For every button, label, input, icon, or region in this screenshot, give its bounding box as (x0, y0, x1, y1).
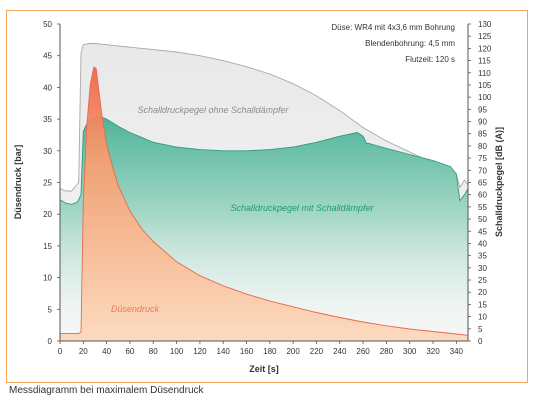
y-right-tick-label: 20 (478, 288, 487, 297)
y-right-tick-label: 5 (478, 325, 483, 334)
y-right-tick-label: 60 (478, 191, 487, 200)
x-tick-label: 40 (102, 347, 111, 356)
y-right-tick-label: 90 (478, 118, 487, 127)
x-tick-label: 80 (149, 347, 158, 356)
info-line-flood-time: Flutzeit: 120 s (405, 55, 455, 64)
x-tick-label: 220 (310, 347, 324, 356)
y-right-tick-label: 125 (478, 32, 492, 41)
y-right-tick-label: 85 (478, 130, 487, 139)
x-tick-label: 160 (240, 347, 254, 356)
y-left-tick-label: 10 (43, 274, 52, 283)
y-left-tick-label: 30 (43, 147, 52, 156)
y-left-tick-label: 50 (43, 20, 52, 29)
y-right-tick-label: 75 (478, 154, 487, 163)
y-left-tick-label: 25 (43, 179, 52, 188)
y-right-tick-label: 50 (478, 215, 487, 224)
y-left-tick-label: 45 (43, 52, 52, 61)
y-right-axis-label: Schalldruckpegel [dB (A)] (494, 127, 504, 237)
x-tick-label: 240 (333, 347, 347, 356)
y-right-tick-label: 40 (478, 239, 487, 248)
info-line-orifice: Blendenbohrung: 4,5 mm (365, 39, 455, 48)
y-right-tick-label: 110 (478, 69, 491, 78)
x-tick-label: 100 (170, 347, 184, 356)
series-line-with-silencer (59, 116, 469, 205)
x-tick-label: 60 (125, 347, 134, 356)
series-label-without-silencer: Schalldruckpegel ohne Schalldämpfer (137, 105, 289, 115)
series-area-nozzle-pressure (60, 67, 468, 341)
y-right-tick-label: 80 (478, 142, 487, 151)
y-right-tick-label: 30 (478, 264, 487, 273)
x-tick-label: 280 (380, 347, 394, 356)
y-right-tick-label: 25 (478, 276, 487, 285)
series-line-nozzle-pressure (60, 66, 469, 336)
chart-frame (6, 10, 528, 383)
x-tick-label: 0 (58, 347, 63, 356)
x-tick-label: 20 (79, 347, 88, 356)
x-axis-label: Zeit [s] (249, 364, 279, 374)
x-tick-label: 120 (193, 347, 207, 356)
y-right-tick-label: 130 (478, 20, 492, 29)
y-right-tick-label: 105 (478, 81, 492, 90)
chart-caption: Messdiagramm bei maximalem Düsendruck (9, 385, 204, 396)
x-tick-label: 200 (286, 347, 300, 356)
x-tick-label: 340 (450, 347, 464, 356)
y-right-tick-label: 15 (478, 300, 487, 309)
y-right-tick-label: 55 (478, 203, 487, 212)
x-tick-label: 300 (403, 347, 417, 356)
series-label-with-silencer: Schalldruckpegel mit Schalldämpfer (230, 203, 374, 213)
x-tick-label: 260 (356, 347, 370, 356)
y-right-tick-label: 115 (478, 57, 491, 66)
y-left-tick-label: 5 (48, 305, 53, 314)
y-right-tick-label: 0 (478, 337, 483, 346)
x-tick-label: 140 (217, 347, 231, 356)
y-right-tick-label: 120 (478, 44, 492, 53)
y-left-tick-label: 20 (43, 210, 52, 219)
y-right-tick-label: 10 (478, 313, 487, 322)
y-right-tick-label: 65 (478, 179, 487, 188)
y-left-tick-label: 40 (43, 83, 52, 92)
x-tick-label: 180 (263, 347, 277, 356)
y-right-tick-label: 35 (478, 252, 487, 261)
y-right-tick-label: 100 (478, 93, 492, 102)
y-right-tick-label: 70 (478, 166, 487, 175)
y-left-tick-label: 0 (48, 337, 53, 346)
info-line-nozzle: Düse: WR4 mit 4x3,6 mm Bohrung (331, 23, 455, 32)
x-tick-label: 320 (426, 347, 440, 356)
y-left-tick-label: 35 (43, 115, 52, 124)
series-label-nozzle-pressure: Düsendruck (111, 304, 160, 314)
y-left-axis-label: Düsendruck [bar] (13, 145, 23, 220)
y-right-tick-label: 45 (478, 227, 487, 236)
y-left-tick-label: 15 (43, 242, 52, 251)
chart: 0 20 40 60 80 100 120 140 160 180 200 220 240 260 280 3… (13, 20, 504, 374)
y-right-tick-label: 95 (478, 105, 487, 114)
